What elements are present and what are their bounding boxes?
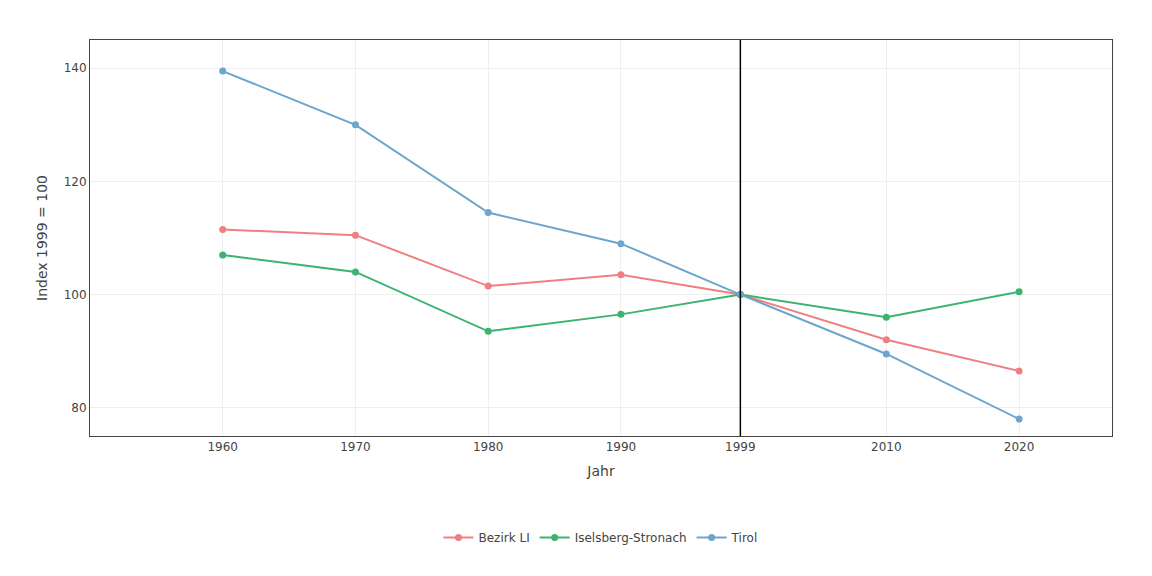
svg-text:2020: 2020: [1004, 440, 1035, 454]
svg-text:120: 120: [64, 175, 87, 189]
svg-text:Bezirk LI: Bezirk LI: [479, 531, 530, 545]
svg-text:Index 1999 = 100: Index 1999 = 100: [34, 175, 50, 301]
svg-text:Jahr: Jahr: [586, 463, 615, 479]
svg-text:1990: 1990: [606, 440, 637, 454]
svg-text:100: 100: [64, 288, 87, 302]
svg-text:140: 140: [64, 61, 87, 75]
svg-text:1999: 1999: [725, 440, 756, 454]
svg-text:1970: 1970: [340, 440, 371, 454]
svg-text:Iselsberg-Stronach: Iselsberg-Stronach: [575, 531, 687, 545]
svg-text:Tirol: Tirol: [731, 531, 758, 545]
svg-text:2010: 2010: [871, 440, 902, 454]
svg-text:1980: 1980: [473, 440, 504, 454]
svg-text:80: 80: [71, 401, 86, 415]
svg-text:1960: 1960: [207, 440, 238, 454]
